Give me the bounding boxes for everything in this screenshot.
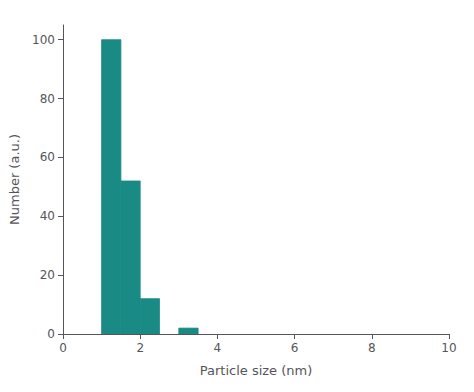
svg-text:0: 0 [47, 327, 55, 341]
svg-text:0: 0 [59, 341, 67, 355]
svg-text:60: 60 [40, 150, 55, 164]
svg-text:10: 10 [441, 341, 456, 355]
svg-text:Number (a.u.): Number (a.u.) [7, 134, 22, 225]
svg-text:100: 100 [32, 33, 55, 47]
svg-text:40: 40 [40, 209, 55, 223]
svg-text:20: 20 [40, 268, 55, 282]
svg-text:6: 6 [291, 341, 299, 355]
svg-text:4: 4 [214, 341, 222, 355]
svg-text:Particle size (nm): Particle size (nm) [200, 363, 313, 378]
svg-text:8: 8 [368, 341, 376, 355]
svg-text:2: 2 [136, 341, 144, 355]
svg-text:80: 80 [40, 92, 55, 106]
